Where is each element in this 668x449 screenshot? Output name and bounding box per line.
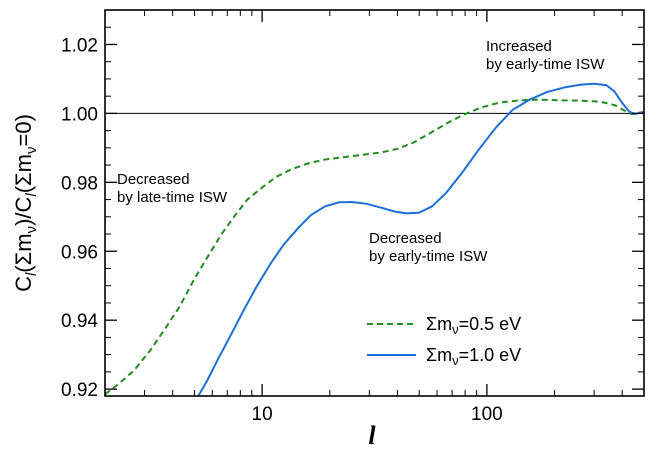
y-axis-label-part-7: ν	[23, 146, 40, 154]
annotation-2-line-2: by late-time ISW	[117, 189, 228, 206]
y-tick-label: 0.94	[61, 311, 98, 332]
y-axis-label-part-5: l	[23, 193, 40, 197]
y-axis-label-part-0: C	[11, 276, 36, 292]
y-axis-label-part-8: =0)	[11, 114, 36, 146]
y-tick-label: 0.96	[61, 242, 98, 263]
y-axis-label-part-1: l	[23, 272, 40, 276]
annotation-1-line-2: by early-time ISW	[486, 56, 605, 73]
x-tick-label: 10	[252, 404, 273, 425]
annotation-2-line-1: Decreased	[117, 171, 190, 188]
annotation-1-line-1: Increased	[486, 38, 552, 55]
y-tick-label: 0.92	[61, 380, 98, 401]
y-axis-label-part-6: (Σm	[11, 154, 36, 193]
x-axis-label: l	[368, 421, 376, 449]
y-tick-label: 0.98	[61, 173, 98, 194]
y-axis-label: Cl(Σmν)/Cl(Σmν=0)	[11, 114, 40, 292]
ticks: 0.92 0.94 0.96 0.98 1.00 1.02 10 100	[61, 9, 645, 425]
y-axis-label-part-2: (Σm	[11, 233, 36, 272]
annotation-3-line-1: Decreased	[369, 230, 442, 247]
legend: Σmν=0.5 eV Σmν=1.0 eV	[367, 314, 521, 368]
annotation-3-line-2: by early-time ISW	[369, 248, 488, 265]
x-tick-label: 100	[471, 404, 503, 425]
legend-label-0: Σmν=0.5 eV	[426, 314, 521, 337]
y-axis-label-part-4: )/C	[11, 196, 36, 225]
y-tick-label: 1.02	[61, 35, 98, 56]
y-axis-label-part-3: ν	[23, 226, 40, 234]
plot-frame	[104, 9, 645, 397]
legend-label-1: Σmν=1.0 eV	[426, 345, 521, 368]
series-line-1	[197, 82, 644, 396]
series-layer	[105, 82, 644, 396]
y-tick-label: 1.00	[61, 104, 98, 125]
